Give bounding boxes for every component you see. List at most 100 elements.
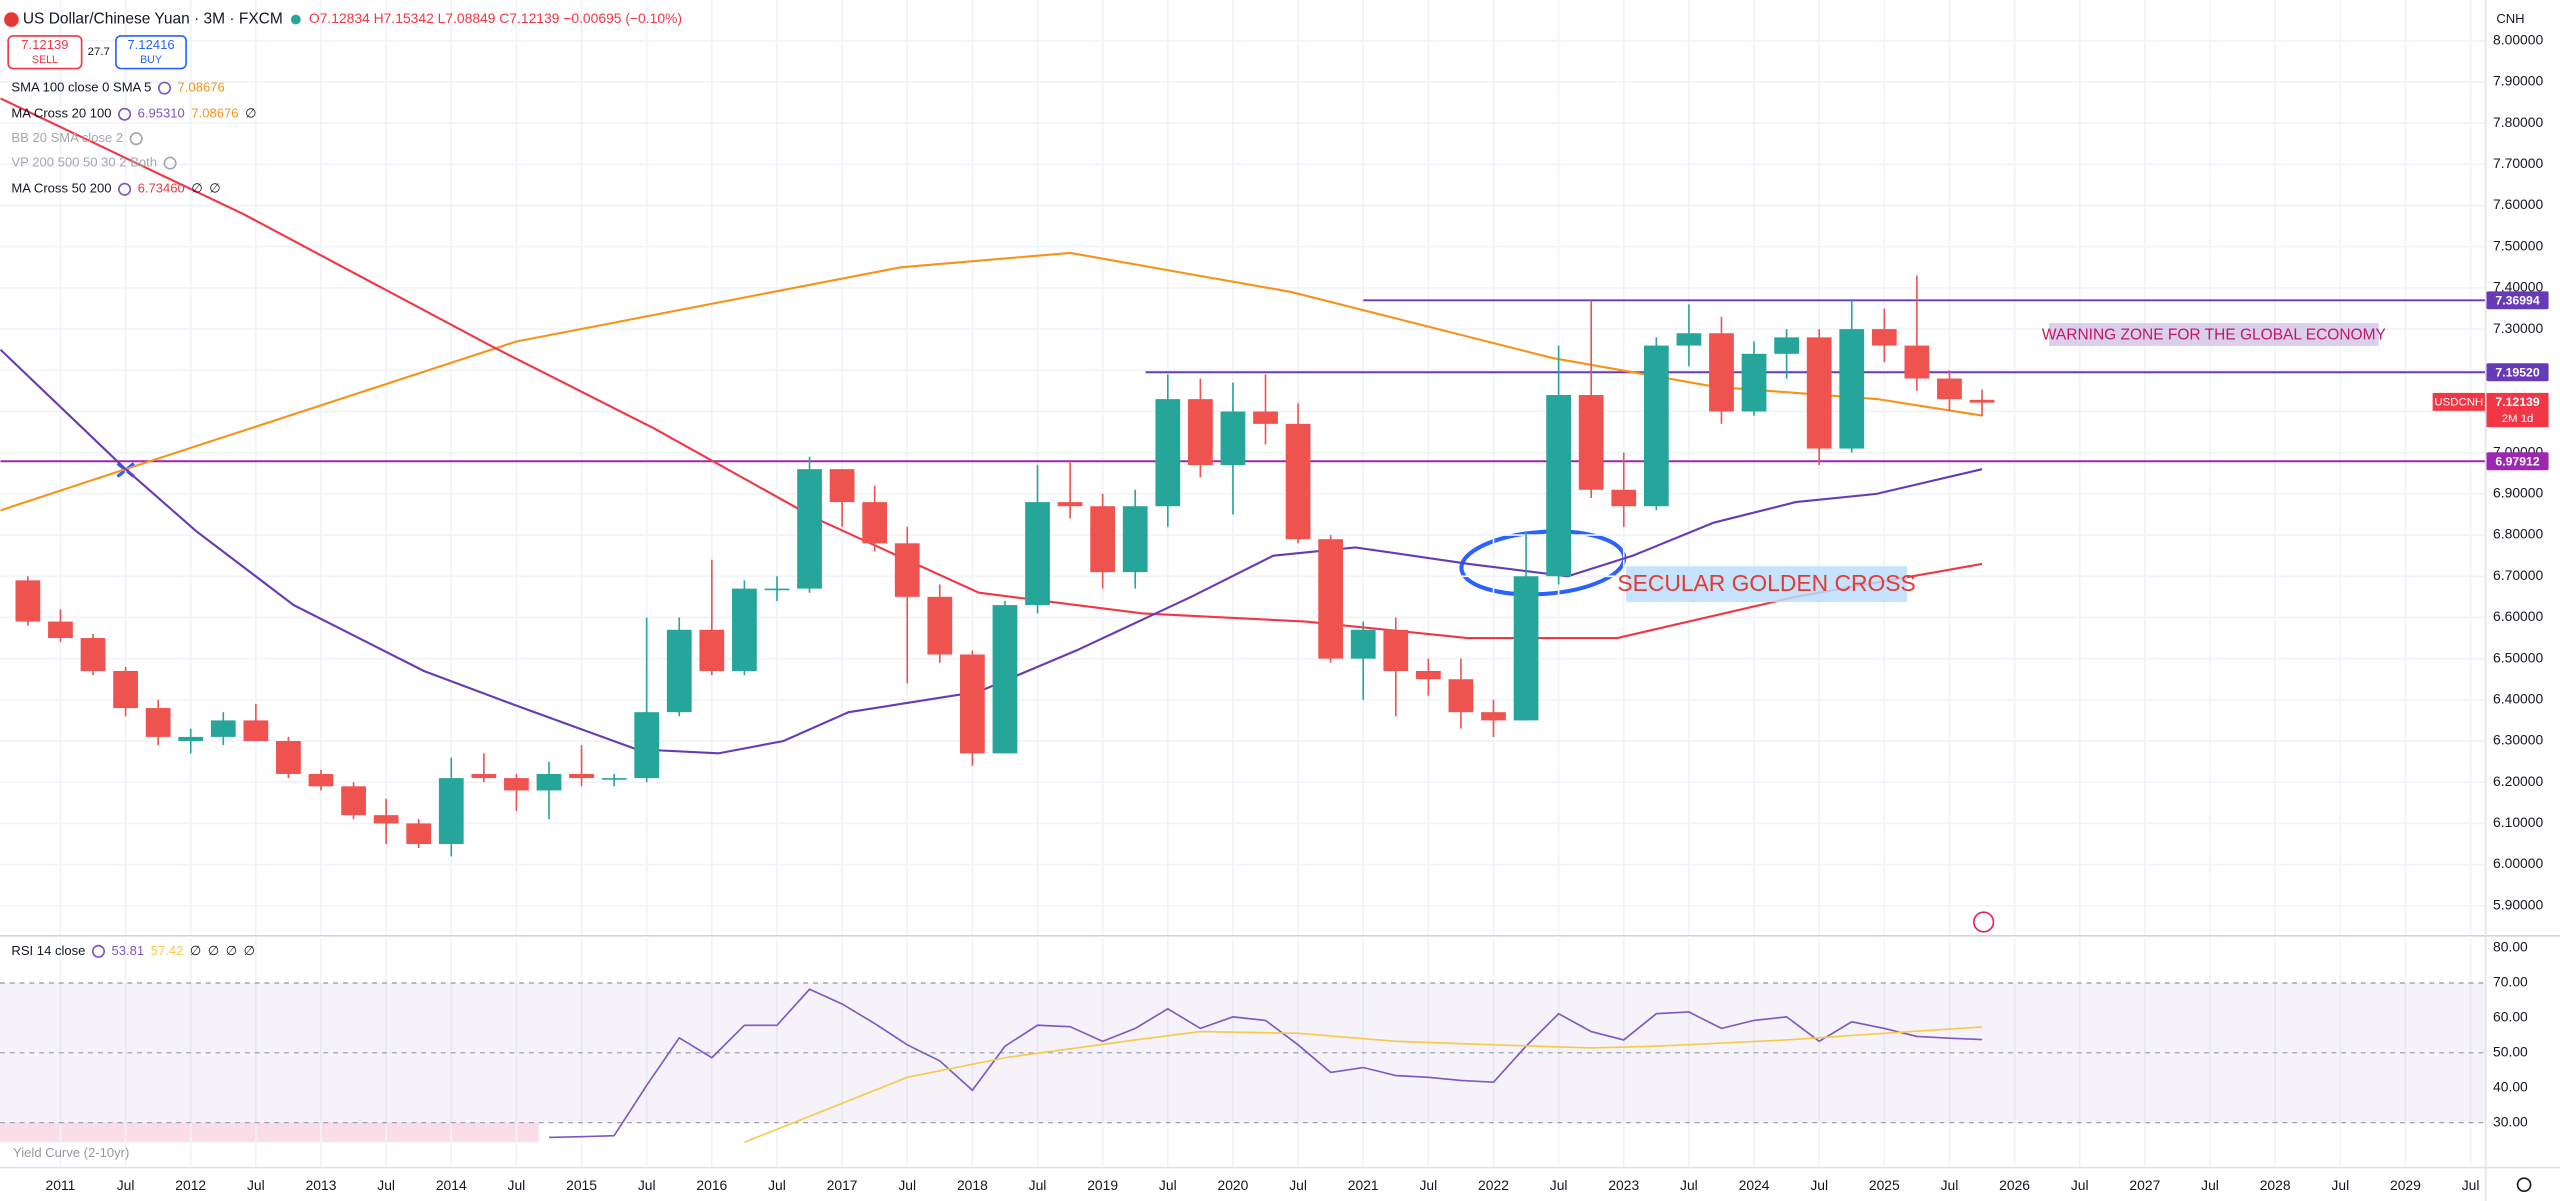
indicator-value: ∅ [191, 181, 202, 196]
x-tick-label: 2022 [1478, 1177, 1509, 1193]
indicator-icon[interactable] [157, 81, 172, 95]
rsi-legend-value: 53.81 [112, 943, 145, 958]
candle-body [373, 815, 399, 824]
x-tick-label: Jul [117, 1177, 135, 1193]
x-tick-label: Jul [1941, 1177, 1959, 1193]
rsi-y-tick-label: 80.00 [2493, 939, 2528, 955]
candle-body [1448, 679, 1474, 713]
x-tick-label: 2026 [1999, 1177, 2030, 1193]
x-tick-label: 2018 [957, 1177, 988, 1193]
y-tick-label: 7.60000 [2493, 196, 2543, 212]
x-tick-label: Jul [768, 1177, 786, 1193]
x-tick-label: 2016 [696, 1177, 727, 1193]
candle-body [1806, 337, 1832, 449]
indicator-icon[interactable] [129, 132, 143, 146]
x-tick-label: 2020 [1218, 1177, 1249, 1193]
price-label: 6.97912 [2495, 454, 2539, 468]
price-label-box [2486, 452, 2549, 471]
y-tick-label: 8.00000 [2493, 31, 2543, 47]
plot-layer [0, 97, 2485, 1144]
buy-button[interactable] [115, 35, 187, 70]
candle-body [341, 786, 366, 816]
indicator-icon[interactable] [118, 182, 132, 196]
candle-body [536, 773, 562, 791]
candle-body [438, 778, 464, 844]
x-tick-label: Jul [377, 1177, 395, 1193]
x-tick-label: Jul [1680, 1177, 1698, 1193]
candle-body [1025, 502, 1050, 606]
buy-label: BUY [140, 54, 162, 66]
rsi-y-tick-label: 50.00 [2493, 1044, 2528, 1060]
candle-body [1090, 506, 1116, 573]
x-tick-label: Jul [508, 1177, 526, 1193]
indicator-icon[interactable] [163, 156, 177, 170]
candle-body [145, 708, 171, 737]
candle-body [1611, 489, 1637, 507]
x-tick-label: Jul [1159, 1177, 1177, 1193]
candle-body [732, 588, 757, 671]
x-tick-label: Jul [247, 1177, 265, 1193]
x-tick-label: Jul [638, 1177, 656, 1193]
sell-button[interactable] [7, 35, 83, 70]
moving-average-line [0, 251, 1983, 512]
last-price-box [2486, 392, 2549, 428]
x-tick-label: 2023 [1608, 1177, 1639, 1193]
candle-body [1155, 399, 1181, 507]
y-tick-label: 7.80000 [2493, 114, 2543, 130]
x-tick-label: 2024 [1739, 1177, 1770, 1193]
x-tick-label: Jul [2201, 1177, 2219, 1193]
candle-body [80, 638, 106, 671]
y-tick-label: 6.70000 [2493, 567, 2543, 583]
buy-price: 7.12416 [127, 37, 174, 52]
x-tick-label: 2015 [566, 1177, 597, 1193]
moving-average-line [0, 97, 1983, 640]
rsi-y-tick-label: 70.00 [2493, 974, 2528, 990]
candle-body [1741, 353, 1767, 412]
indicator-icon[interactable] [118, 107, 132, 121]
candle-body [862, 502, 888, 544]
currency-label: CNH [2496, 11, 2524, 26]
status-dot [290, 14, 301, 25]
y-tick-label: 6.20000 [2493, 773, 2543, 789]
indicator-value: ∅ [245, 106, 256, 121]
x-tick-label: Jul [898, 1177, 916, 1193]
price-label: 7.19520 [2495, 365, 2539, 379]
symbol-icon [4, 12, 19, 27]
candle-body [764, 588, 790, 591]
candle-body [569, 773, 594, 779]
settings-icon[interactable] [2516, 1177, 2532, 1193]
rsi-line [548, 988, 1983, 1139]
indicator-value: 6.95310 [138, 106, 185, 121]
x-tick-label: 2027 [2129, 1177, 2160, 1193]
indicator-name: MA Cross 50 200 [11, 181, 111, 196]
x-tick-label: 2014 [436, 1177, 467, 1193]
y-tick-label: 6.90000 [2493, 485, 2543, 501]
candle-body [15, 580, 41, 622]
candle-body [1904, 345, 1930, 379]
candle-body [406, 823, 432, 844]
alert-icon[interactable] [1973, 911, 1995, 933]
candle-body [178, 736, 204, 742]
indicator-name: SMA 100 close 0 SMA 5 [11, 80, 151, 95]
x-tick-label: Jul [1810, 1177, 1828, 1193]
candle-body [894, 543, 920, 597]
candle-body [1187, 399, 1213, 466]
y-tick-label: 6.30000 [2493, 732, 2543, 748]
indicator-icon[interactable] [91, 944, 106, 958]
moving-average-line [0, 348, 1983, 755]
y-tick-label: 7.30000 [2493, 320, 2543, 336]
rsi-line [744, 1026, 1983, 1144]
yield-curve-area [0, 1122, 539, 1143]
candle-body [1285, 423, 1311, 540]
rsi-y-tick-label: 30.00 [2493, 1113, 2528, 1129]
candle-body [113, 670, 138, 709]
candle-body [1481, 712, 1506, 721]
y-tick-label: 6.00000 [2493, 855, 2543, 871]
rsi-legend-value: ∅ [208, 943, 219, 958]
indicator-name: VP 200 500 50 30 2 Both [11, 155, 157, 170]
y-tick-label: 7.40000 [2493, 279, 2543, 295]
x-tick-label: 2025 [1869, 1177, 1900, 1193]
x-tick-label: 2012 [175, 1177, 206, 1193]
y-tick-label: 5.90000 [2493, 896, 2543, 912]
